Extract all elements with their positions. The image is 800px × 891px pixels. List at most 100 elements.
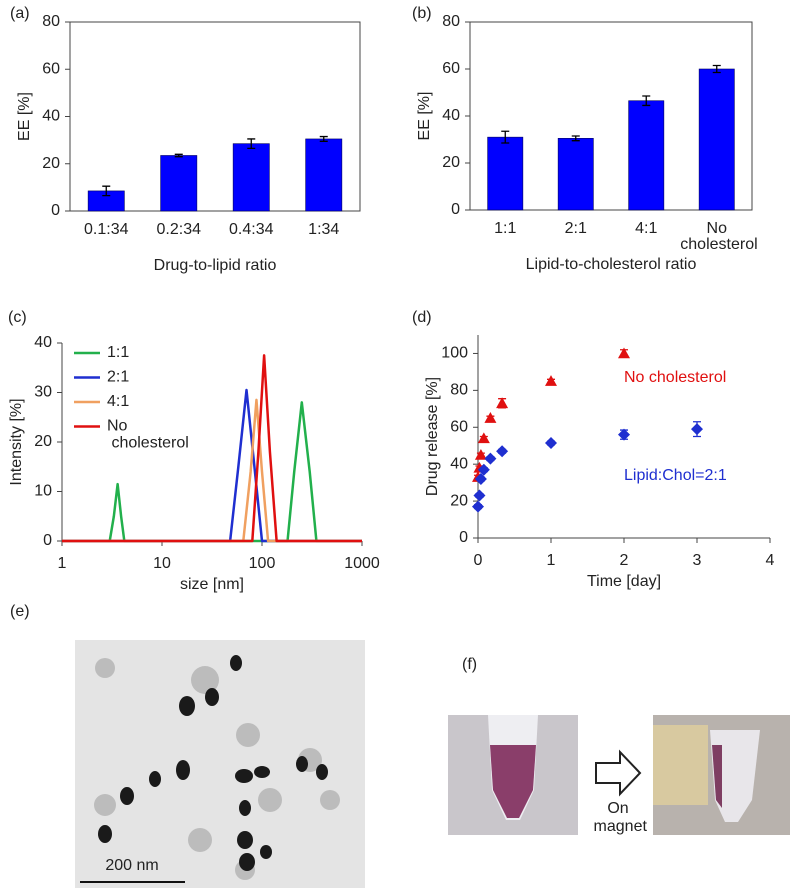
- x-tick-label: 2:1: [565, 220, 587, 237]
- scatter-point: [474, 448, 487, 460]
- x-tick-label: 100: [249, 555, 276, 572]
- scale-bar-label: 200 nm: [105, 857, 158, 874]
- scatter-point: [618, 347, 630, 359]
- scatter-point: [477, 432, 490, 444]
- bar: [698, 68, 735, 211]
- scatter-point: [496, 445, 509, 458]
- x-tick-label: 10: [153, 555, 171, 572]
- bar: [628, 100, 665, 211]
- series-annotation: No cholesterol: [624, 369, 726, 386]
- error-bar: [642, 95, 651, 107]
- error-bar: [247, 138, 256, 150]
- error-bar: [102, 185, 111, 197]
- scatter-point: [474, 472, 487, 485]
- y-tick-label: 40: [42, 108, 60, 125]
- y-tick-label: 80: [442, 13, 460, 30]
- panel-label: (c): [8, 309, 27, 326]
- text-line: cholesterol: [676, 236, 758, 253]
- y-axis-label: Intensity [%]: [8, 398, 25, 485]
- bar: [160, 155, 198, 212]
- legend-label: 2:1: [107, 369, 129, 386]
- x-axis-label: Drug-to-lipid ratio: [154, 257, 277, 274]
- error-bar: [174, 153, 183, 158]
- x-tick-label: No cholesterol: [676, 220, 758, 253]
- y-tick-label: 60: [442, 60, 460, 77]
- text-line: cholesterol: [107, 435, 189, 452]
- y-tick-label: 80: [42, 13, 60, 30]
- x-tick-label: 3: [693, 552, 702, 569]
- legend-label: 1:1: [107, 344, 129, 361]
- panel-label: (f): [462, 656, 477, 673]
- bar: [305, 138, 343, 212]
- x-tick-label: 1:1: [494, 220, 516, 237]
- photo-after: [653, 715, 790, 835]
- legend-label: No cholesterol: [107, 418, 189, 452]
- x-tick-label: 1: [547, 552, 556, 569]
- text-line: On: [607, 800, 628, 817]
- y-tick-label: 0: [51, 202, 60, 219]
- error-bar: [571, 135, 580, 142]
- y-tick-label: 80: [450, 382, 468, 399]
- y-tick-label: 40: [450, 455, 468, 472]
- y-axis-label: EE [%]: [416, 92, 433, 141]
- error-bar: [319, 135, 328, 142]
- x-tick-label: 4: [766, 552, 775, 569]
- panel-label: (d): [412, 309, 432, 326]
- line-series: [62, 354, 362, 543]
- error-bar: [501, 130, 510, 144]
- x-tick-label: 1000: [344, 555, 380, 572]
- y-tick-label: 60: [42, 60, 60, 77]
- photo-before: [448, 715, 578, 835]
- x-tick-label: 0.1:34: [84, 221, 129, 238]
- x-axis-label: Lipid-to-cholesterol ratio: [526, 256, 697, 273]
- scatter-point: [691, 423, 703, 436]
- y-tick-label: 30: [34, 384, 52, 401]
- x-axis-label: Time [day]: [587, 573, 661, 590]
- x-tick-label: 0: [474, 552, 483, 569]
- y-tick-label: 0: [459, 529, 468, 546]
- scatter-point: [496, 397, 509, 409]
- scatter-point: [484, 452, 497, 465]
- y-axis-label: EE [%]: [16, 92, 33, 141]
- series-annotation: Lipid:Chol=2:1: [624, 467, 727, 484]
- y-tick-label: 40: [34, 334, 52, 351]
- y-tick-label: 100: [441, 345, 468, 362]
- y-tick-label: 20: [442, 154, 460, 171]
- panel-label: (e): [10, 603, 30, 620]
- scatter-point: [472, 500, 484, 513]
- bar: [232, 143, 270, 212]
- scatter-point: [484, 412, 497, 423]
- y-tick-label: 0: [43, 532, 52, 549]
- scatter-point: [545, 436, 557, 449]
- y-tick-label: 20: [42, 155, 60, 172]
- bar: [487, 136, 524, 211]
- text-line: No: [107, 418, 128, 435]
- x-tick-label: 4:1: [635, 220, 657, 237]
- y-tick-label: 60: [450, 418, 468, 435]
- legend-label: 4:1: [107, 393, 129, 410]
- scatter-point: [477, 463, 490, 476]
- y-tick-label: 20: [34, 433, 52, 450]
- x-tick-label: 0.4:34: [229, 221, 274, 238]
- scatter-point: [545, 375, 557, 386]
- scatter-point: [473, 489, 486, 502]
- text-line: No: [707, 220, 728, 237]
- arrow: [595, 749, 642, 797]
- x-axis-label: size [nm]: [180, 576, 244, 593]
- y-tick-label: 20: [450, 492, 468, 509]
- panel-label: (a): [10, 5, 30, 22]
- panel-label: (b): [412, 5, 432, 22]
- arrow-label: On magnet: [589, 800, 647, 835]
- bar: [557, 138, 594, 211]
- x-tick-label: 0.2:34: [157, 221, 202, 238]
- line-series: [62, 388, 362, 543]
- x-tick-label: 1:34: [308, 221, 339, 238]
- y-tick-label: 0: [451, 201, 460, 218]
- tem-image: [75, 640, 365, 888]
- y-tick-label: 10: [34, 483, 52, 500]
- x-tick-label: 2: [620, 552, 629, 569]
- text-line: magnet: [589, 818, 647, 835]
- y-axis-label: Drug release [%]: [424, 377, 441, 496]
- error-bar: [712, 64, 721, 74]
